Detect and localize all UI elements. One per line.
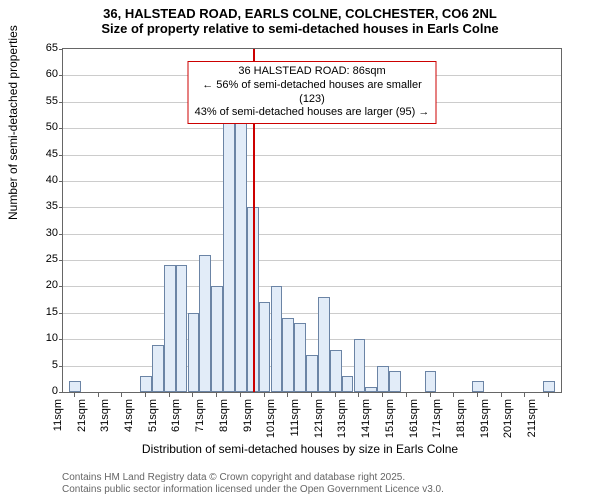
gridline xyxy=(63,155,561,156)
histogram-bar xyxy=(211,286,223,392)
plot-area: 36 HALSTEAD ROAD: 86sqm← 56% of semi-det… xyxy=(62,48,562,393)
info-box-line-2: ← 56% of semi-detached houses are smalle… xyxy=(195,79,430,107)
title-line-2: Size of property relative to semi-detach… xyxy=(0,21,600,36)
y-tick-label: 40 xyxy=(28,174,58,186)
y-tick-label: 65 xyxy=(28,42,58,54)
histogram-bar xyxy=(271,286,283,392)
y-tick-label: 20 xyxy=(28,279,58,291)
y-tick-label: 45 xyxy=(28,148,58,160)
info-box-line-1: 36 HALSTEAD ROAD: 86sqm xyxy=(195,65,430,79)
x-axis-ticks: 11sqm21sqm31sqm41sqm51sqm61sqm71sqm81sqm… xyxy=(62,393,562,443)
histogram-bar xyxy=(330,350,342,392)
gridline xyxy=(63,234,561,235)
histogram-bar xyxy=(365,387,377,392)
info-box: 36 HALSTEAD ROAD: 86sqm← 56% of semi-det… xyxy=(188,61,437,124)
histogram-bar xyxy=(377,366,389,392)
histogram-bar xyxy=(354,339,366,392)
histogram-bar xyxy=(389,371,401,392)
y-axis-label: Number of semi-detached properties xyxy=(6,25,20,220)
gridline xyxy=(63,181,561,182)
y-tick-label: 35 xyxy=(28,200,58,212)
chart-container: 36, HALSTEAD ROAD, EARLS COLNE, COLCHEST… xyxy=(0,0,600,500)
histogram-bar xyxy=(543,381,555,392)
y-tick-label: 60 xyxy=(28,68,58,80)
y-tick-label: 5 xyxy=(28,359,58,371)
histogram-bar xyxy=(342,376,354,392)
histogram-bar xyxy=(425,371,437,392)
histogram-bar xyxy=(472,381,484,392)
histogram-bar xyxy=(235,112,247,392)
footer-line-2: Contains public sector information licen… xyxy=(62,484,590,496)
histogram-bar xyxy=(69,381,81,392)
y-tick-label: 15 xyxy=(28,306,58,318)
histogram-bar xyxy=(164,265,176,392)
gridline xyxy=(63,313,561,314)
gridline xyxy=(63,207,561,208)
gridline xyxy=(63,286,561,287)
info-box-line-3: 43% of semi-detached houses are larger (… xyxy=(195,106,430,120)
histogram-bar xyxy=(152,345,164,392)
titles: 36, HALSTEAD ROAD, EARLS COLNE, COLCHEST… xyxy=(0,0,600,36)
y-tick-label: 50 xyxy=(28,121,58,133)
histogram-bar xyxy=(259,302,271,392)
x-tick-label: 211sqm xyxy=(526,399,570,437)
y-tick-label: 30 xyxy=(28,227,58,239)
histogram-bar xyxy=(223,112,235,392)
gridline xyxy=(63,339,561,340)
footer: Contains HM Land Registry data © Crown c… xyxy=(62,472,590,496)
histogram-bar xyxy=(282,318,294,392)
x-axis-label: Distribution of semi-detached houses by … xyxy=(0,442,600,456)
y-tick-label: 55 xyxy=(28,95,58,107)
histogram-bar xyxy=(199,255,211,392)
gridline xyxy=(63,260,561,261)
histogram-bar xyxy=(306,355,318,392)
histogram-bar xyxy=(140,376,152,392)
histogram-bar xyxy=(294,323,306,392)
footer-line-1: Contains HM Land Registry data © Crown c… xyxy=(62,472,590,484)
histogram-bar xyxy=(318,297,330,392)
y-tick-label: 10 xyxy=(28,332,58,344)
histogram-bar xyxy=(176,265,188,392)
y-axis-ticks: 05101520253035404550556065 xyxy=(28,48,58,393)
histogram-bar xyxy=(188,313,200,392)
gridline xyxy=(63,128,561,129)
y-tick-label: 0 xyxy=(28,385,58,397)
y-tick-label: 25 xyxy=(28,253,58,265)
title-line-1: 36, HALSTEAD ROAD, EARLS COLNE, COLCHEST… xyxy=(0,6,600,21)
